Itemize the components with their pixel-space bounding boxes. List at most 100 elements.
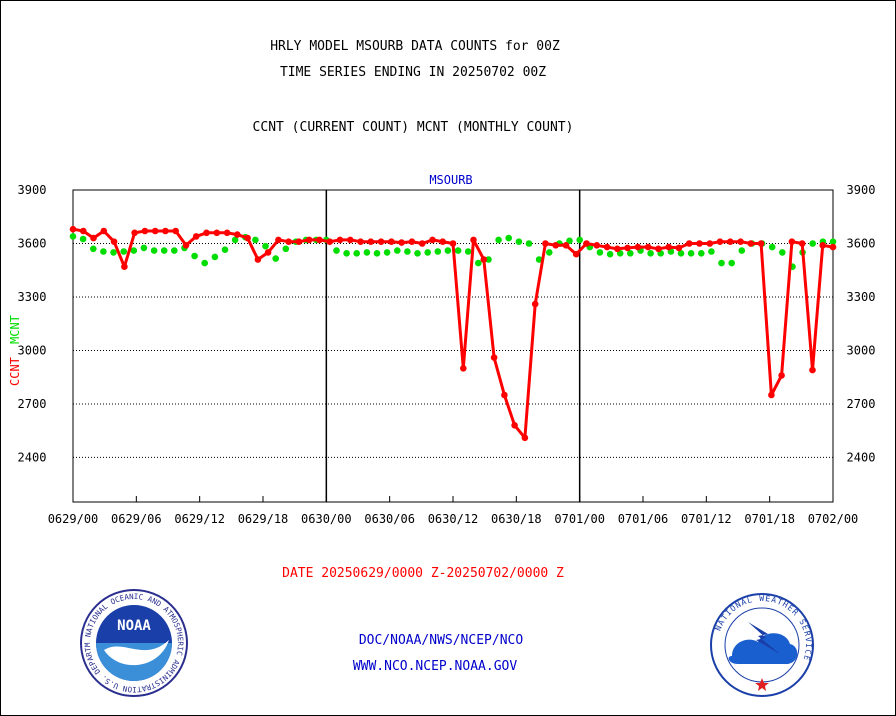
chart-series-title: MSOURB: [429, 173, 472, 187]
data-point-mcnt: [627, 250, 634, 257]
x-tick-label: 0629/06: [111, 512, 162, 526]
chart-title-line1: HRLY MODEL MSOURB DATA COUNTS for 00Z: [270, 39, 560, 54]
data-point-mcnt: [809, 240, 816, 247]
data-point-mcnt: [140, 244, 148, 252]
data-point-ccnt: [696, 240, 703, 247]
data-point-ccnt: [511, 422, 518, 429]
data-point-mcnt: [69, 233, 77, 240]
data-point-ccnt: [562, 242, 570, 249]
footer-website-link[interactable]: WWW.NCO.NCEP.NOAA.GOV: [352, 659, 518, 674]
x-tick-label: 0629/18: [238, 512, 289, 526]
y-tick-label-right: 3000: [847, 343, 876, 357]
data-point-ccnt: [716, 238, 724, 245]
data-point-ccnt: [182, 242, 190, 249]
data-point-ccnt: [501, 391, 508, 399]
nws-logo: NATIONAL WEATHER SERVICE: [710, 593, 814, 697]
data-point-ccnt: [336, 236, 344, 244]
data-point-ccnt: [768, 391, 775, 399]
data-point-mcnt: [677, 250, 685, 257]
data-point-mcnt: [505, 234, 512, 242]
y-tick-label-right: 3300: [847, 290, 876, 304]
chart-plot: 2400 2400 2700 2700 3000 3000 3300 3300 3600 3600…: [18, 173, 876, 526]
data-point-ccnt: [531, 300, 539, 308]
data-point-ccnt: [829, 243, 837, 251]
data-point-ccnt: [470, 236, 477, 244]
data-point-mcnt: [708, 248, 715, 255]
data-point-ccnt: [603, 243, 611, 251]
x-tick-label: 0629/00: [48, 512, 99, 526]
data-point-ccnt: [490, 354, 498, 361]
data-point-ccnt: [100, 227, 108, 235]
plot-frame: [72, 189, 834, 503]
data-point-mcnt: [363, 249, 371, 256]
data-point-mcnt: [343, 250, 350, 257]
data-point-mcnt: [698, 250, 705, 257]
data-point-ccnt: [326, 238, 334, 245]
axis-layer: [72, 189, 834, 503]
data-point-mcnt: [444, 247, 452, 254]
data-point-ccnt: [614, 245, 621, 253]
data-point-ccnt: [778, 372, 785, 379]
data-point-mcnt: [282, 245, 290, 253]
y-tick-label-left: 3900: [18, 183, 47, 197]
data-point-mcnt: [535, 256, 543, 263]
data-point-mcnt: [779, 249, 786, 256]
data-point-mcnt: [728, 259, 735, 267]
data-point-mcnt: [495, 236, 502, 244]
data-point-mcnt: [383, 249, 391, 256]
data-point-ccnt: [593, 242, 601, 249]
series-layer: [69, 225, 837, 442]
x-tick-label: 0630/18: [491, 512, 542, 526]
chart-title-line2: TIME SERIES ENDING IN 20250702 00Z: [279, 65, 547, 80]
data-point-mcnt: [333, 247, 340, 254]
data-point-mcnt: [647, 250, 654, 257]
data-point-ccnt: [449, 240, 457, 247]
data-point-mcnt: [272, 255, 280, 262]
data-point-mcnt: [231, 236, 239, 244]
data-point-ccnt: [69, 225, 77, 233]
data-point-ccnt: [275, 236, 282, 244]
data-point-ccnt: [223, 229, 231, 237]
x-tick-label: 0701/06: [618, 512, 669, 526]
y-tick-label-right: 3900: [847, 183, 876, 197]
grid-layer: [73, 242, 833, 458]
x-tick-label: 0701/12: [681, 512, 732, 526]
data-point-ccnt: [172, 227, 179, 235]
data-point-mcnt: [404, 248, 411, 255]
data-point-ccnt: [264, 249, 272, 256]
data-point-mcnt: [434, 248, 442, 255]
y-tick-label-left: 2400: [18, 450, 47, 464]
y-tick-label-right: 3600: [847, 236, 876, 250]
data-point-ccnt: [305, 236, 313, 244]
y-tick-label-left: 2700: [18, 397, 47, 411]
data-point-mcnt: [414, 250, 421, 257]
data-point-mcnt: [424, 249, 432, 256]
data-point-mcnt: [515, 238, 523, 245]
data-point-mcnt: [201, 259, 208, 267]
data-point-ccnt: [655, 245, 662, 253]
data-point-mcnt: [373, 250, 381, 257]
data-point-ccnt: [347, 236, 354, 244]
data-point-ccnt: [388, 238, 395, 245]
data-point-ccnt: [644, 243, 652, 251]
data-point-ccnt: [757, 240, 765, 247]
x-tick-label: 0630/06: [364, 512, 415, 526]
data-point-mcnt: [576, 236, 583, 244]
data-point-ccnt: [162, 227, 169, 235]
data-point-ccnt: [583, 240, 590, 247]
data-point-ccnt: [634, 243, 642, 251]
data-point-ccnt: [480, 256, 488, 263]
data-point-ccnt: [131, 229, 138, 237]
y-tick-label-left: 3600: [18, 236, 47, 250]
data-point-mcnt: [160, 247, 168, 254]
y-tick-label-left: 3000: [18, 343, 47, 357]
x-tick-label: 0630/00: [301, 512, 352, 526]
data-point-mcnt: [687, 250, 695, 257]
data-point-mcnt: [90, 245, 97, 253]
data-point-ccnt: [439, 238, 447, 245]
data-point-ccnt: [418, 240, 426, 247]
data-point-ccnt: [521, 434, 529, 442]
data-point-mcnt: [79, 235, 87, 243]
y-tick-label-left: 3300: [18, 290, 47, 304]
data-point-ccnt: [408, 238, 416, 245]
